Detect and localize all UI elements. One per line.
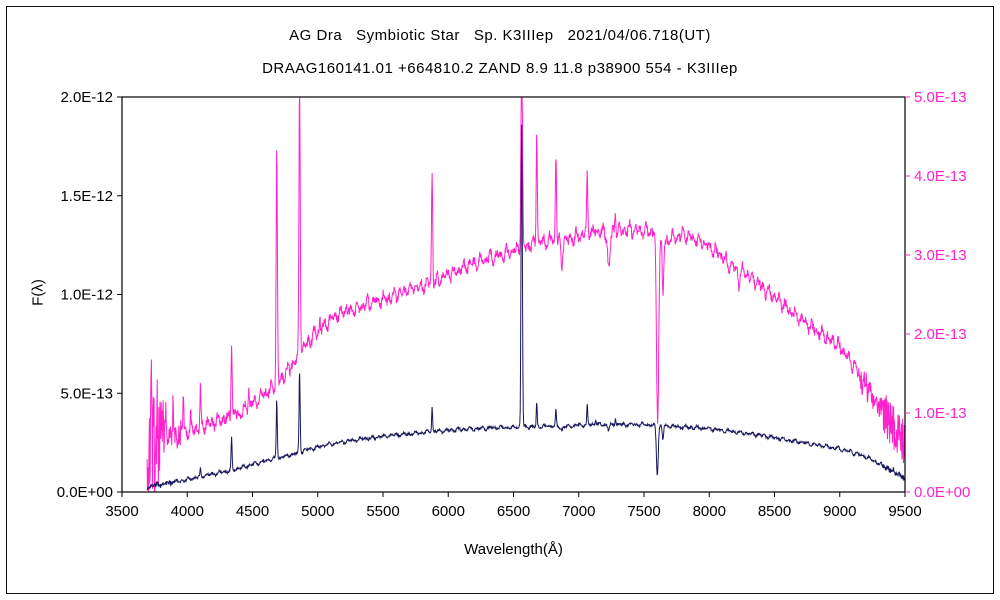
left-y-tick-label: 5.0E-13 bbox=[60, 385, 113, 402]
plot-border bbox=[121, 96, 906, 493]
right-y-tick-label: 0.0E+00 bbox=[914, 484, 970, 501]
x-axis-title: Wavelength(Å) bbox=[464, 541, 563, 558]
right-y-tick-label: 2.0E-13 bbox=[914, 326, 967, 343]
x-tick-label: 7000 bbox=[562, 503, 595, 520]
x-tick-label: 8500 bbox=[758, 503, 791, 520]
x-tick-label: 6000 bbox=[432, 503, 465, 520]
x-tick-label: 9500 bbox=[888, 503, 921, 520]
x-tick-label: 5500 bbox=[366, 503, 399, 520]
right-y-tick-label: 3.0E-13 bbox=[914, 247, 967, 264]
x-tick-label: 3500 bbox=[105, 503, 138, 520]
right-y-tick-label: 4.0E-13 bbox=[914, 168, 967, 185]
chart-subtitle: DRAAG160141.01 +664810.2 ZAND 8.9 11.8 p… bbox=[262, 60, 738, 77]
left-y-tick-label: 0.0E+00 bbox=[57, 484, 113, 501]
left-y-tick-label: 2.0E-12 bbox=[60, 89, 113, 106]
spectrum-left-scale-line bbox=[146, 124, 906, 491]
x-tick-label: 4000 bbox=[171, 503, 204, 520]
right-y-tick-label: 1.0E-13 bbox=[914, 405, 967, 422]
x-tick-label: 9000 bbox=[823, 503, 856, 520]
left-y-tick-label: 1.5E-12 bbox=[60, 188, 113, 205]
x-tick-label: 5000 bbox=[301, 503, 334, 520]
x-tick-label: 4500 bbox=[236, 503, 269, 520]
right-y-tick-label: 5.0E-13 bbox=[914, 89, 967, 106]
x-tick-label: 8000 bbox=[693, 503, 726, 520]
spectrum-right-scale-line bbox=[146, 96, 906, 493]
x-tick-label: 7500 bbox=[627, 503, 660, 520]
left-y-tick-label: 1.0E-12 bbox=[60, 287, 113, 304]
x-tick-label: 6500 bbox=[497, 503, 530, 520]
chart-title: AG Dra Symbiotic Star Sp. K3IIIep 2021/0… bbox=[289, 27, 711, 44]
